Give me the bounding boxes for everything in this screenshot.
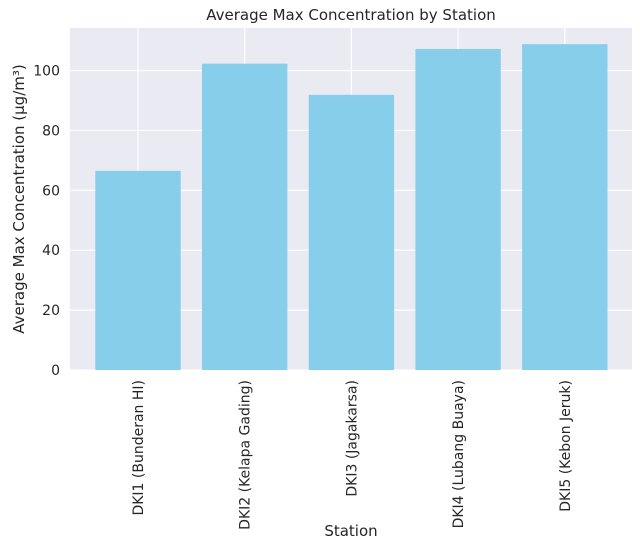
x-axis-title: Station (324, 522, 377, 540)
x-tick-label: DKI3 (Jagakarsa) (344, 380, 360, 497)
x-tick-label: DKI2 (Kelapa Gading) (238, 380, 254, 530)
y-tick-label: 20 (42, 303, 60, 319)
bar-1 (95, 170, 181, 370)
y-tick-label: 40 (42, 243, 60, 259)
x-tick-label: DKI1 (Bunderan HI) (131, 380, 147, 516)
x-tick-label: DKI4 (Lubang Buaya) (451, 380, 467, 528)
bar-4 (415, 48, 501, 370)
x-tick-label: DKI5 (Kebon Jeruk) (558, 380, 574, 512)
bar-5 (522, 44, 608, 370)
y-tick-label: 0 (51, 363, 60, 379)
y-tick-label: 100 (33, 64, 60, 80)
y-tick-label: 80 (42, 123, 60, 139)
y-axis-title: Average Max Concentration (µg/m³) (10, 64, 28, 333)
y-tick-label: 60 (42, 183, 60, 199)
bars (95, 44, 608, 370)
y-tick-labels: 0 20 40 60 80 100 (33, 64, 60, 379)
bar-3 (308, 94, 395, 370)
x-tick-labels: DKI1 (Bunderan HI) DKI2 (Kelapa Gading) DK… (131, 380, 574, 530)
chart-title: Average Max Concentration by Station (206, 6, 496, 24)
bar-2 (202, 63, 288, 370)
